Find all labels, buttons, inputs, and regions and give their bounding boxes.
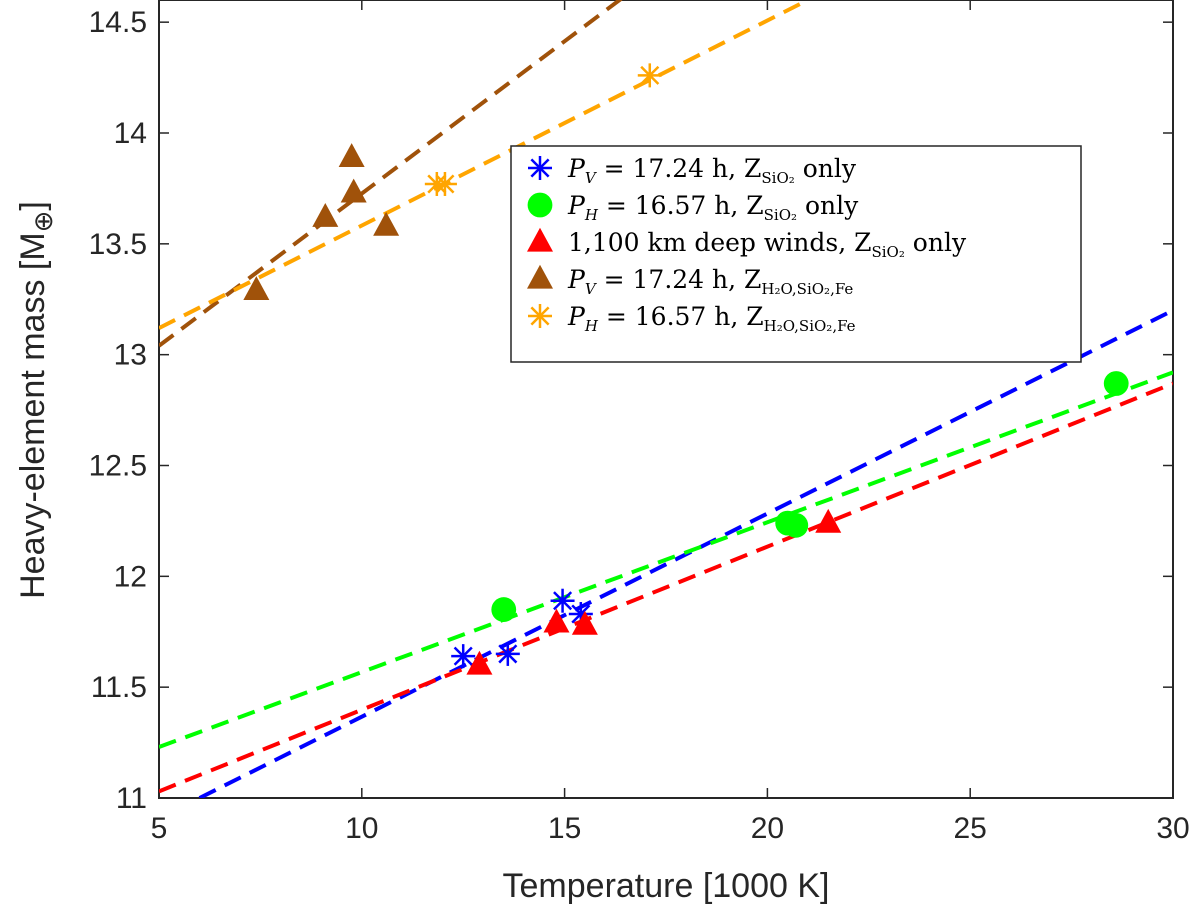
legend-marker-deep_winds_SiO2 (527, 227, 553, 252)
point-PV_SiO2 (550, 588, 575, 613)
legend-label-deep_winds_SiO2: 1,100 km deep winds, ZSiO₂ only (568, 228, 967, 261)
data-points (243, 63, 1129, 675)
point-PH_SiO2 (783, 512, 809, 538)
point-deep_winds_SiO2 (466, 650, 493, 675)
legend-label-PV_SiO2: PV = 17.24 h, ZSiO₂ only (567, 154, 857, 187)
point-deep_winds_SiO2 (543, 608, 570, 633)
x-tick-label: 15 (548, 812, 581, 845)
x-tick-label: 20 (751, 812, 784, 845)
legend-label-PH_SiO2: PH = 16.57 h, ZSiO₂ only (567, 191, 859, 224)
point-PH_H2O_SiO2_Fe (637, 63, 662, 88)
legend-marker-PV_SiO2 (528, 156, 552, 180)
point-PH_H2O_SiO2_Fe (432, 171, 457, 196)
point-PH_SiO2 (491, 597, 517, 622)
point-PV_H2O_SiO2_Fe (243, 276, 270, 301)
y-axis-label-subscript: ⊕ (28, 211, 58, 233)
y-tick-label: 14 (114, 117, 147, 150)
point-deep_winds_SiO2 (571, 610, 598, 635)
legend-marker-PH_SiO2 (527, 192, 553, 218)
fit-line-PH_SiO2 (159, 370, 1173, 749)
y-tick-label: 14.5 (89, 6, 147, 39)
point-deep_winds_SiO2 (815, 508, 842, 533)
legend-box (510, 145, 1082, 363)
x-tick-label: 25 (954, 812, 987, 845)
y-tick-label: 11 (116, 782, 147, 815)
x-tick-label: 5 (151, 812, 168, 845)
point-PV_H2O_SiO2_Fe (373, 211, 400, 236)
x-axis-label: Temperature [1000 K] (503, 867, 830, 905)
fit-line-deep_winds_SiO2 (159, 381, 1173, 794)
legend-label-PH_H2O_SiO2_Fe: PH = 16.57 h, ZH₂O,SiO₂,Fe (567, 302, 856, 335)
y-axis-label-close: ] (14, 201, 52, 210)
legend-marker-PH_H2O_SiO2_Fe (528, 304, 552, 328)
fit-lines (159, 0, 1173, 798)
y-axis-label: Heavy-element mass [M⊕] (14, 201, 58, 599)
fit-line-PH_H2O_SiO2_Fe (159, 0, 809, 330)
x-tick-label: 10 (345, 812, 378, 845)
point-PV_H2O_SiO2_Fe (312, 202, 339, 227)
point-PV_SiO2 (451, 644, 476, 669)
plot-area (158, 0, 1174, 799)
point-PV_H2O_SiO2_Fe (340, 178, 367, 203)
point-PV_H2O_SiO2_Fe (338, 143, 365, 168)
y-tick-label: 12 (114, 560, 147, 593)
x-tick-label: 30 (1156, 812, 1189, 845)
y-tick-label: 13 (114, 339, 147, 372)
y-tick-label: 13.5 (89, 228, 147, 261)
y-axis-label-main: Heavy-element mass [M (14, 232, 52, 599)
y-tick-label: 11.5 (91, 671, 147, 704)
point-PH_SiO2 (1103, 371, 1129, 396)
axis-ticks: 5 10 15 20 25 30 11 11.5 12 12.5 13 13.5 14 14.5 (89, 0, 1190, 845)
legend-marker-PV_H2O_SiO2_Fe (527, 264, 553, 289)
legend: PV = 17.24 h, ZSiO₂ only PH = 16.57 h, ZS… (510, 145, 1082, 363)
y-tick-label: 12.5 (89, 450, 147, 483)
point-PV_SiO2 (495, 641, 520, 666)
legend-label-PV_H2O_SiO2_Fe: PV = 17.24 h, ZH₂O,SiO₂,Fe (567, 265, 853, 298)
